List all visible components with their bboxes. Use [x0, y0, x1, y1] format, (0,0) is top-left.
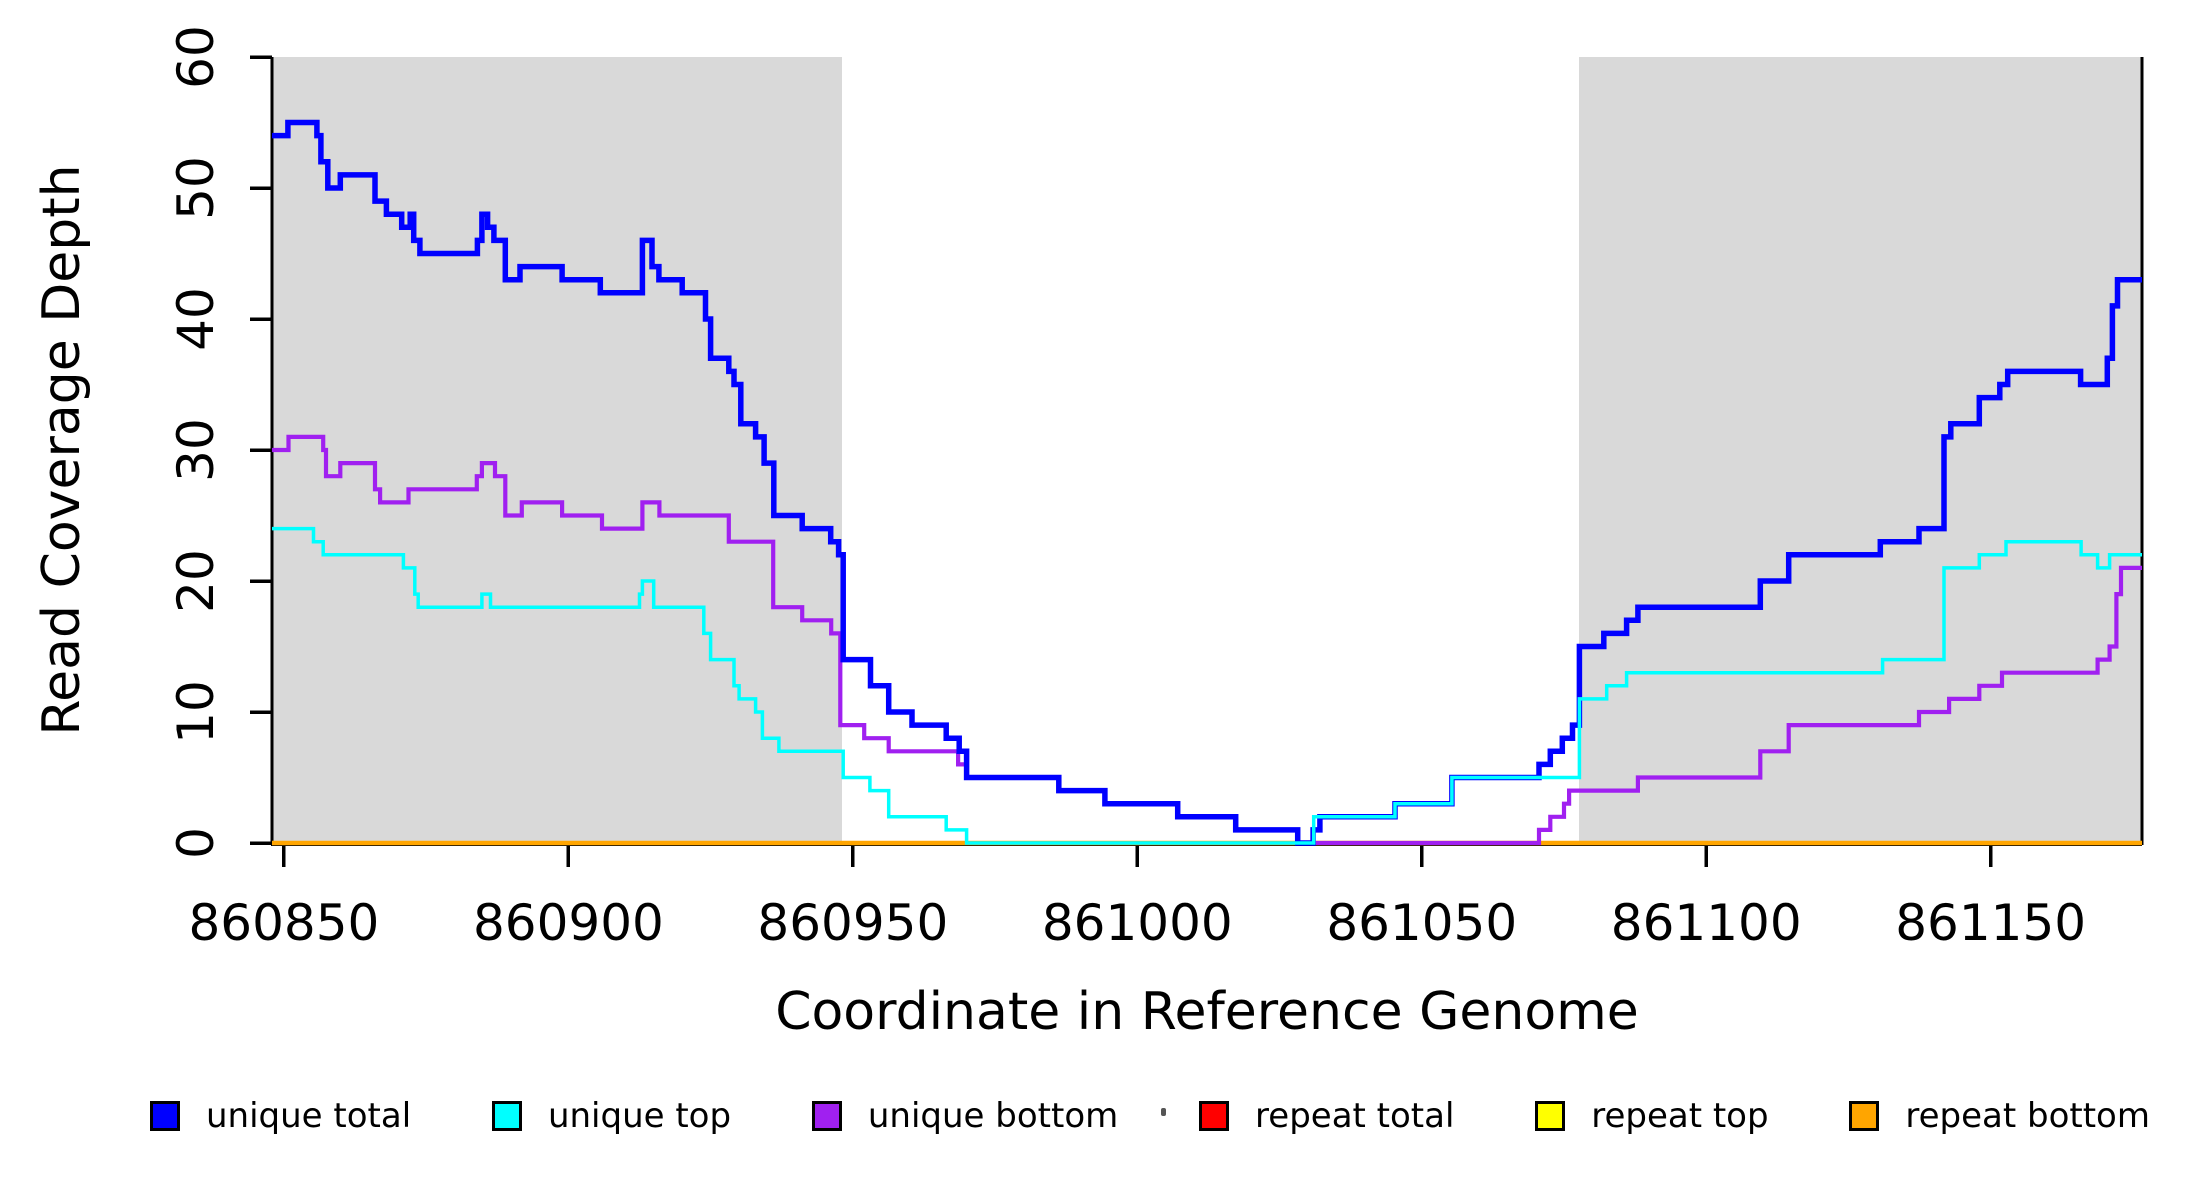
legend-label: repeat bottom	[1905, 1096, 2150, 1136]
x-tick-label: 860950	[757, 894, 948, 952]
x-tick-label: 860850	[189, 894, 380, 952]
stray-mark	[1161, 1108, 1166, 1116]
y-tick-label: 60	[167, 25, 225, 89]
legend: unique total unique top unique bottom repea…	[150, 1088, 2150, 1144]
y-tick-label: 50	[167, 156, 225, 220]
legend-item-unique-top: unique top	[491, 1096, 732, 1136]
legend-item-unique-total: unique total	[150, 1096, 411, 1136]
y-tick-label: 0	[167, 827, 225, 859]
legend-label: repeat total	[1255, 1096, 1455, 1136]
shaded-region-1	[272, 57, 843, 843]
x-tick-label: 861150	[1895, 894, 2086, 952]
legend-swatch-repeat-bottom	[1849, 1101, 1880, 1131]
y-tick-label: 10	[167, 680, 225, 744]
x-axis-title: Coordinate in Reference Genome	[775, 982, 1639, 1042]
legend-swatch-unique-total	[150, 1101, 180, 1131]
x-tick-label: 860900	[473, 894, 664, 952]
series-unique-total	[272, 119, 2142, 846]
legend-item-repeat-top: repeat top	[1535, 1096, 1769, 1136]
legend-item-repeat-bottom: repeat bottom	[1849, 1096, 2150, 1136]
x-tick-label: 861100	[1611, 894, 1802, 952]
x-tick-label: 861050	[1326, 894, 1517, 952]
y-tick-label: 40	[167, 287, 225, 351]
legend-label: repeat top	[1591, 1096, 1769, 1136]
x-tick-label: 861000	[1042, 894, 1233, 952]
shaded-region-2	[1578, 57, 2142, 843]
legend-label: unique total	[206, 1096, 412, 1136]
legend-swatch-unique-top	[491, 1101, 522, 1131]
legend-swatch-repeat-total	[1199, 1101, 1230, 1131]
series-unique-bottom	[272, 434, 2142, 846]
legend-label: unique top	[547, 1096, 732, 1136]
legend-label: unique bottom	[867, 1096, 1119, 1136]
legend-swatch-repeat-top	[1535, 1101, 1566, 1131]
y-tick-label: 20	[167, 549, 225, 613]
legend-item-unique-bottom: unique bottom	[811, 1096, 1119, 1136]
y-axis-title: Read Coverage Depth	[32, 164, 92, 736]
y-tick-label: 30	[167, 418, 225, 482]
legend-item-repeat-total: repeat total	[1199, 1096, 1454, 1136]
series-unique-top	[272, 526, 2142, 845]
coverage-plot-canvas: 860850 860900 860950 861000 861050 861100 8611…	[167, 25, 2144, 952]
legend-swatch-unique-bottom	[811, 1101, 842, 1131]
